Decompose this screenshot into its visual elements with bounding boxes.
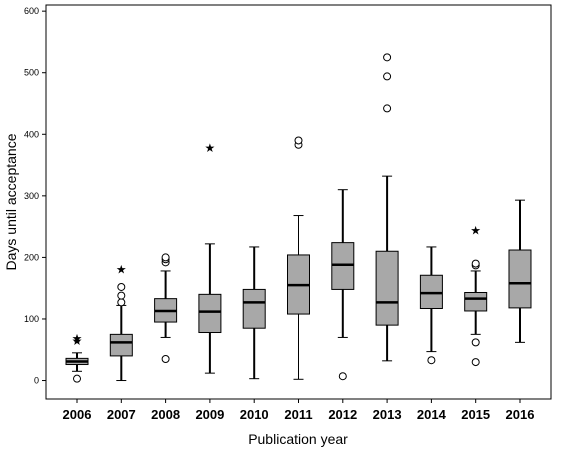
box-2010 bbox=[242, 246, 266, 380]
outlier-point bbox=[294, 136, 303, 145]
outlier-point bbox=[471, 259, 480, 268]
iqr-box bbox=[375, 250, 399, 326]
x-axis: 2006 2007 2008 2009 2010 2011 2012 2013 2014 2015… bbox=[63, 399, 535, 422]
box-2015: ★ bbox=[464, 224, 488, 367]
x-tick-label: 2013 bbox=[373, 407, 402, 422]
outlier-point bbox=[383, 72, 392, 81]
x-tick-label: 2007 bbox=[107, 407, 136, 422]
y-axis: 0 100 200 300 400 500 600 bbox=[24, 6, 46, 386]
y-tick-label: 500 bbox=[24, 68, 39, 78]
iqr-box bbox=[464, 291, 488, 312]
box-2012 bbox=[331, 189, 355, 381]
box-2007: ★ bbox=[109, 262, 133, 382]
outlier-point bbox=[161, 354, 170, 363]
extreme-point: ★ bbox=[72, 334, 83, 348]
box-2014 bbox=[419, 246, 443, 365]
x-tick-label: 2009 bbox=[195, 407, 224, 422]
extreme-point: ★ bbox=[72, 331, 83, 345]
box-2008 bbox=[154, 253, 178, 363]
iqr-box bbox=[198, 293, 222, 334]
outlier-point bbox=[383, 104, 392, 113]
outlier-point bbox=[161, 253, 170, 262]
outlier-point bbox=[471, 338, 480, 347]
x-tick-label: 2012 bbox=[328, 407, 357, 422]
outlier-point bbox=[338, 372, 347, 381]
iqr-box bbox=[109, 333, 133, 357]
x-axis-title: Publication year bbox=[248, 431, 348, 447]
x-tick-label: 2016 bbox=[506, 407, 535, 422]
x-tick-label: 2015 bbox=[461, 407, 490, 422]
x-tick-label: 2011 bbox=[284, 407, 312, 422]
outlier-point bbox=[383, 53, 392, 62]
box-2016 bbox=[508, 199, 532, 343]
box-2006: ★★ bbox=[65, 331, 89, 383]
box-2011 bbox=[287, 136, 310, 380]
iqr-box bbox=[242, 288, 266, 329]
extreme-point: ★ bbox=[205, 141, 216, 155]
extreme-point: ★ bbox=[470, 224, 481, 238]
y-tick-label: 100 bbox=[24, 314, 39, 324]
outlier-point bbox=[73, 374, 82, 383]
y-axis-title: Days until acceptance bbox=[3, 133, 19, 270]
box-2009: ★ bbox=[198, 141, 222, 374]
outlier-point bbox=[117, 298, 126, 307]
x-tick-label: 2008 bbox=[151, 407, 180, 422]
x-tick-label: 2010 bbox=[240, 407, 269, 422]
y-tick-label: 0 bbox=[34, 376, 39, 386]
outlier-point bbox=[117, 291, 126, 300]
outlier-point bbox=[471, 358, 480, 367]
outlier-point bbox=[427, 356, 436, 365]
extreme-point: ★ bbox=[116, 262, 127, 276]
y-tick-label: 400 bbox=[24, 129, 39, 139]
x-tick-label: 2006 bbox=[63, 407, 92, 422]
y-tick-label: 600 bbox=[24, 6, 39, 16]
box-2013 bbox=[375, 53, 399, 362]
iqr-box bbox=[508, 249, 532, 309]
x-tick-label: 2014 bbox=[417, 407, 447, 422]
y-tick-label: 300 bbox=[24, 191, 39, 201]
outlier-point bbox=[117, 282, 126, 291]
box-series: ★★★★★ bbox=[65, 53, 532, 383]
y-tick-label: 200 bbox=[24, 252, 39, 262]
